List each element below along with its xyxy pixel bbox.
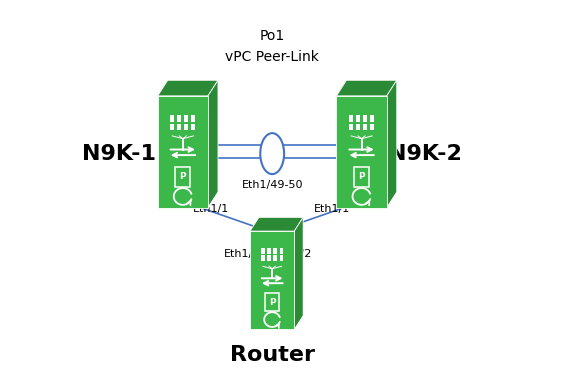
Text: Eth1/2: Eth1/2 — [276, 249, 312, 259]
Text: Router: Router — [230, 345, 315, 365]
Polygon shape — [274, 248, 277, 254]
Polygon shape — [363, 115, 367, 122]
Polygon shape — [349, 124, 353, 130]
Ellipse shape — [254, 227, 290, 244]
Polygon shape — [261, 248, 265, 254]
Text: Po1: Po1 — [260, 29, 285, 43]
Polygon shape — [177, 124, 181, 130]
Polygon shape — [250, 217, 303, 231]
Text: Eth1/49-50: Eth1/49-50 — [242, 180, 303, 190]
Polygon shape — [191, 124, 195, 130]
Polygon shape — [280, 248, 283, 254]
Polygon shape — [356, 124, 360, 130]
Text: P: P — [269, 298, 275, 307]
Ellipse shape — [260, 133, 284, 174]
Polygon shape — [184, 124, 189, 130]
Polygon shape — [337, 96, 387, 208]
Text: vPC Peer-Link: vPC Peer-Link — [225, 50, 319, 64]
Polygon shape — [184, 115, 189, 122]
Text: Eth1/1: Eth1/1 — [224, 249, 261, 259]
Polygon shape — [250, 231, 294, 329]
Polygon shape — [370, 124, 374, 130]
Polygon shape — [356, 115, 360, 122]
Polygon shape — [363, 124, 367, 130]
Polygon shape — [370, 115, 374, 122]
Polygon shape — [170, 115, 175, 122]
Polygon shape — [261, 256, 265, 261]
Polygon shape — [387, 80, 397, 208]
Polygon shape — [280, 256, 283, 261]
Text: P: P — [358, 172, 365, 181]
Polygon shape — [158, 80, 218, 96]
Text: P: P — [180, 172, 186, 181]
Polygon shape — [267, 248, 271, 254]
Polygon shape — [294, 217, 303, 329]
Polygon shape — [158, 96, 208, 208]
Polygon shape — [177, 115, 181, 122]
Text: N9K-2: N9K-2 — [388, 144, 462, 164]
Text: N9K-1: N9K-1 — [83, 144, 157, 164]
Polygon shape — [337, 80, 397, 96]
Polygon shape — [170, 124, 175, 130]
Text: Eth1/1: Eth1/1 — [314, 204, 350, 214]
Polygon shape — [349, 115, 353, 122]
Polygon shape — [274, 256, 277, 261]
Text: Eth1/1: Eth1/1 — [193, 204, 229, 214]
Polygon shape — [191, 115, 195, 122]
Polygon shape — [208, 80, 218, 208]
Polygon shape — [267, 256, 271, 261]
